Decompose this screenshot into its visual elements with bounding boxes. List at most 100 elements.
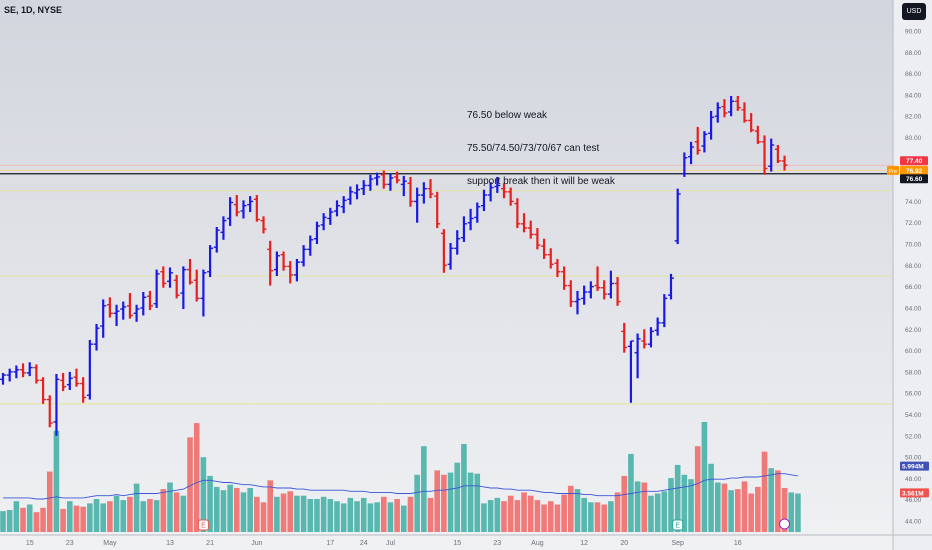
volume-bar <box>454 462 461 532</box>
volume-bar <box>661 491 668 532</box>
ohlc-bar <box>327 207 334 225</box>
ohlc-bar <box>688 141 695 165</box>
volume-bar <box>347 497 354 532</box>
volume-bar <box>340 503 347 532</box>
ohlc-bar <box>287 261 294 284</box>
volume-bar <box>414 474 420 532</box>
volume-bar <box>407 496 414 532</box>
ohlc-bar <box>0 372 6 385</box>
volume-bar <box>401 505 407 532</box>
add-event-icon <box>779 518 791 530</box>
ohlc-bar <box>701 131 708 153</box>
ohlc-bar <box>647 327 654 348</box>
volume-bar <box>160 489 167 532</box>
ohlc-bar <box>454 230 461 255</box>
ohlc-bar <box>293 258 300 282</box>
volume-bar <box>421 446 427 532</box>
volume-bar <box>441 474 447 532</box>
time-tick-label: 20 <box>620 540 628 547</box>
ohlc-bar <box>621 322 628 353</box>
ohlc-bar <box>100 299 107 338</box>
volume-bar <box>26 504 33 532</box>
volume-bar <box>387 502 394 532</box>
time-tick-label: 15 <box>453 540 461 547</box>
ohlc-bar <box>80 377 87 403</box>
ohlc-bar <box>354 184 361 200</box>
volume-bar <box>93 499 100 532</box>
volume-bar <box>561 494 567 532</box>
ohlc-bar <box>440 229 447 273</box>
volume-bar <box>781 488 788 532</box>
volume-bar <box>20 507 26 532</box>
price-label-text: 76.92 <box>906 168 923 175</box>
ohlc-bar <box>374 172 381 186</box>
ohlc-bar <box>233 195 240 217</box>
volume-bar <box>681 474 688 532</box>
ohlc-bar <box>634 333 641 379</box>
ohlc-bar <box>313 221 320 245</box>
ohlc-bar <box>754 125 761 144</box>
volume-bar <box>481 503 487 532</box>
volume-bar <box>147 499 153 532</box>
ohlc-bar <box>106 297 113 318</box>
volume-bar <box>541 504 547 532</box>
ohlc-bar <box>26 362 33 377</box>
ohlc-bar <box>120 301 127 320</box>
ohlc-bar <box>654 317 661 336</box>
ohlc-bar <box>20 363 27 378</box>
ohlc-bar <box>501 183 507 199</box>
volume-bar <box>775 470 781 532</box>
volume-bar <box>46 471 53 532</box>
volume-bar <box>247 488 253 532</box>
volume-bar <box>494 497 501 532</box>
currency-button[interactable]: USD <box>902 3 926 20</box>
ohlc-bar <box>674 188 681 245</box>
volume-bar <box>87 503 93 532</box>
ohlc-bar <box>627 340 634 403</box>
price-tick-label: 82.00 <box>905 114 922 121</box>
ohlc-bar <box>514 198 521 229</box>
volume-ma-line <box>3 473 798 500</box>
price-tick-label: 52.00 <box>905 433 922 440</box>
earnings-marker <box>197 519 209 531</box>
ohlc-bar <box>407 176 414 207</box>
ohlc-bar <box>93 323 100 351</box>
volume-bar <box>173 492 180 532</box>
volume-bar <box>120 500 127 532</box>
volume-bar <box>547 501 554 532</box>
price-tick-label: 64.00 <box>905 305 922 312</box>
ohlc-bar <box>574 290 581 315</box>
price-tick-label: 62.00 <box>905 327 922 334</box>
volume-bar <box>113 495 120 532</box>
ohlc-bar <box>721 99 728 118</box>
volume-bar <box>688 479 694 532</box>
ohlc-bar <box>273 251 280 276</box>
ohlc-bar <box>40 377 47 404</box>
earnings-marker-label: E <box>675 523 680 530</box>
ohlc-bar <box>527 220 534 239</box>
price-label-box <box>900 174 928 184</box>
ohlc-bar <box>180 266 187 310</box>
volume-bar <box>694 446 701 532</box>
volume-bar <box>447 472 454 532</box>
ohlc-bar <box>60 372 67 392</box>
ohlc-bar <box>467 208 474 231</box>
ohlc-bar <box>253 195 260 222</box>
ohlc-bar <box>661 294 668 328</box>
volume-bar <box>0 511 6 532</box>
volume-bar <box>427 497 434 532</box>
volume-bar <box>568 485 574 532</box>
ohlc-bar <box>73 368 80 387</box>
volume-bar <box>634 481 641 532</box>
volume-bar <box>728 490 734 532</box>
price-label-text: 77.40 <box>906 158 923 165</box>
volume-bar <box>374 502 380 532</box>
volume-bar <box>80 506 86 532</box>
volume-bar <box>768 468 774 532</box>
ohlc-bar <box>748 113 755 133</box>
symbol-title[interactable]: SE, 1D, NYSE <box>4 5 63 15</box>
ohlc-bar <box>307 235 314 256</box>
ohlc-bar <box>367 174 374 191</box>
price-tick-label: 66.00 <box>905 284 922 291</box>
